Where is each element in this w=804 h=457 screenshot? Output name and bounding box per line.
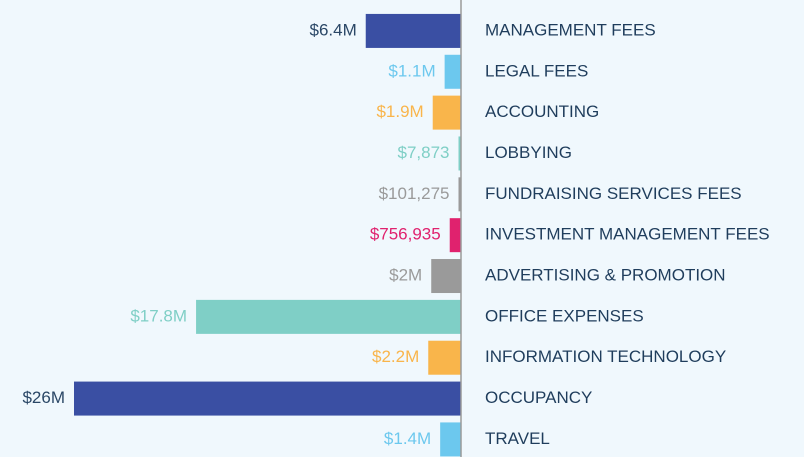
category-label: OCCUPANCY [485,388,592,407]
category-label: OFFICE EXPENSES [485,306,644,325]
category-label: TRAVEL [485,429,550,448]
value-label: $1.4M [384,429,431,448]
value-label: $17.8M [130,306,187,325]
bar [196,299,462,334]
bar [449,218,461,253]
value-label: $2.2M [372,347,419,366]
category-label: INVESTMENT MANAGEMENT FEES [485,225,770,244]
bar [458,136,461,171]
value-label: $756,935 [370,225,441,244]
value-label: $2M [389,266,422,285]
bar [432,95,461,130]
value-label: $26M [22,388,65,407]
bar [365,13,461,48]
bar [431,259,461,294]
bar [440,422,461,457]
category-label: FUNDRAISING SERVICES FEES [485,184,742,203]
bar [428,340,461,375]
category-label: ACCOUNTING [485,102,599,121]
value-label: $1.1M [388,61,435,80]
category-label: LEGAL FEES [485,61,588,80]
category-label: ADVERTISING & PROMOTION [485,266,726,285]
bar [444,54,461,89]
value-label: $101,275 [379,184,450,203]
value-label: $7,873 [398,143,450,162]
category-label: MANAGEMENT FEES [485,20,656,39]
category-label: LOBBYING [485,143,572,162]
category-label: INFORMATION TECHNOLOGY [485,347,726,366]
bar [458,177,461,212]
value-label: $6.4M [309,20,356,39]
value-label: $1.9M [376,102,423,121]
bar [74,381,461,416]
